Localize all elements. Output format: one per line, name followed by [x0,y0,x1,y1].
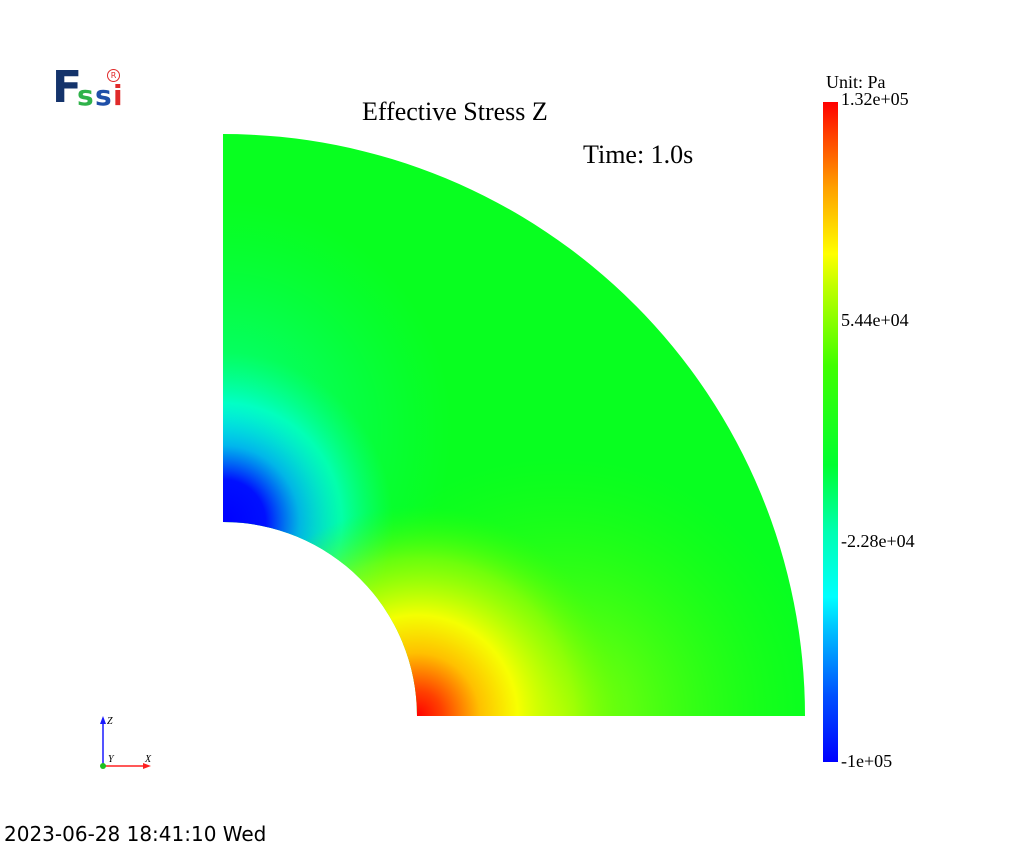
time-label: Time: 1.0s [583,140,694,169]
logo-letter-i: i [113,79,123,112]
logo-letter-s2: s [95,79,112,112]
axis-y-label: Y [108,754,115,765]
plot-title: Effective Stress Z [362,97,548,126]
timestamp: 2023-06-28 18:41:10 Wed [4,822,267,846]
colorbar-tick-upper: 5.44e+04 [841,310,909,330]
axis-z-label: Z [107,716,113,727]
registered-mark-icon: R [107,69,120,82]
colorbar-tick-max: 1.32e+05 [841,89,909,109]
field-red-region [223,134,805,716]
colorbar-unit-label: Unit: Pa [826,72,886,92]
fssi-logo: F s s i R [52,66,132,116]
colorbar-tick-lower: -2.28e+04 [841,531,915,551]
axis-x-label: X [144,754,152,765]
axes-triad-icon: Z Y X [100,716,152,769]
logo-letter-s1: s [77,79,94,112]
colorbar [823,102,838,762]
logo-letter-f: F [52,62,83,113]
colorbar-tick-min: -1e+05 [841,751,893,771]
